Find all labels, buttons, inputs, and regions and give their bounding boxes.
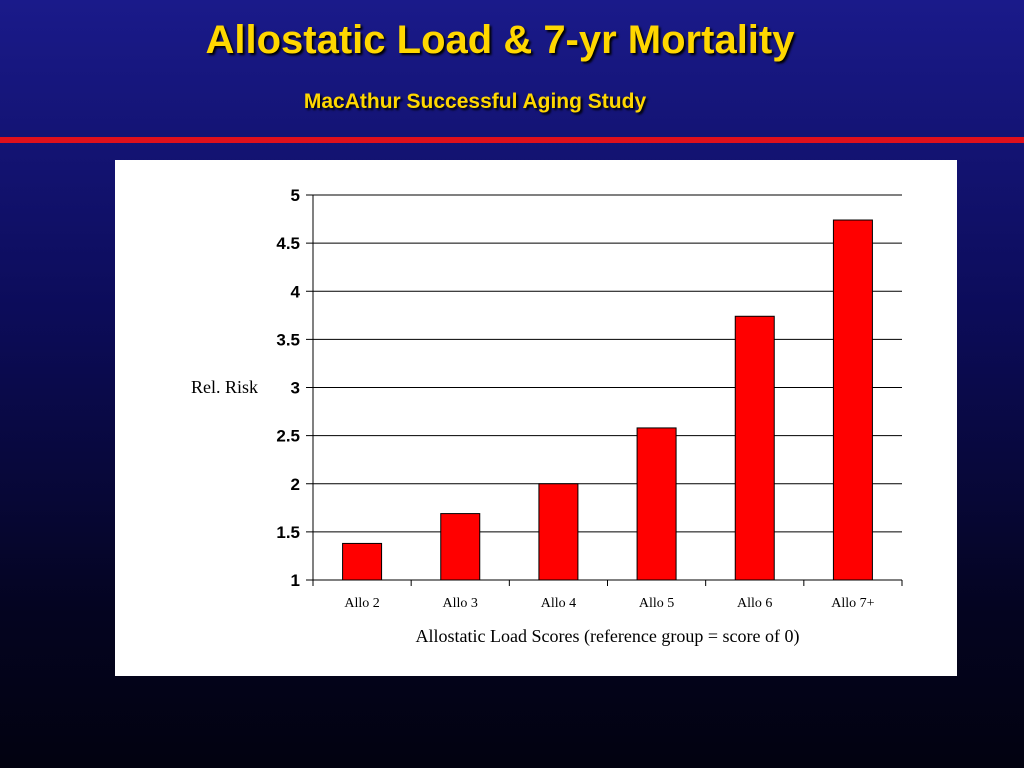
y-tick-label: 1.5 bbox=[276, 523, 300, 542]
y-tick-label: 4 bbox=[291, 282, 301, 301]
y-tick-label: 2.5 bbox=[276, 427, 300, 446]
y-axis-label: Rel. Risk bbox=[191, 377, 258, 397]
slide-subtitle: MacAthur Successful Aging Study bbox=[303, 90, 647, 113]
x-tick-label: Allo 2 bbox=[344, 596, 379, 611]
bar-chart: 11.522.533.544.55 Allo 2 Allo 3 Allo 4 Allo… bbox=[191, 186, 903, 647]
y-tick-label: 4.5 bbox=[276, 234, 300, 253]
bars bbox=[342, 219, 873, 581]
bar bbox=[636, 427, 677, 581]
bar bbox=[832, 219, 873, 581]
y-tick-label: 3 bbox=[291, 379, 300, 398]
chart-panel: 1 1.5 2 2.5 3 3.5 4 4.5 5 Allo 2 Allo 3 Allo 4 Allo… bbox=[115, 160, 957, 676]
gridlines bbox=[306, 194, 903, 586]
x-tick-label: Allo 6 bbox=[737, 596, 772, 611]
bar bbox=[342, 542, 383, 581]
bar bbox=[440, 513, 481, 581]
axes bbox=[312, 195, 902, 581]
title-divider bbox=[0, 137, 1024, 143]
bar bbox=[734, 315, 775, 581]
x-tick-label: Allo 3 bbox=[443, 596, 478, 611]
y-tick-labels: 1 1.5 2 2.5 3 3.5 4 4.5 5 bbox=[276, 186, 300, 590]
y-tick-label: 2 bbox=[291, 475, 300, 494]
x-tick-labels: Allo 2 Allo 3 Allo 4 Allo 5 Allo 6 Allo 7+ bbox=[344, 596, 874, 611]
x-axis-label: Allostatic Load Scores (reference group … bbox=[416, 626, 800, 647]
bar bbox=[538, 483, 579, 581]
x-tick-label: Allo 5 bbox=[639, 596, 674, 611]
y-tick-label: 1 bbox=[291, 571, 300, 590]
y-tick-label: 5 bbox=[291, 186, 300, 205]
x-tick-label: Allo 4 bbox=[541, 596, 576, 611]
slide-title: Allostatic Load & 7-yr Mortality bbox=[205, 18, 795, 62]
y-tick-label: 3.5 bbox=[276, 330, 300, 349]
x-tick-label: Allo 7+ bbox=[831, 596, 874, 611]
